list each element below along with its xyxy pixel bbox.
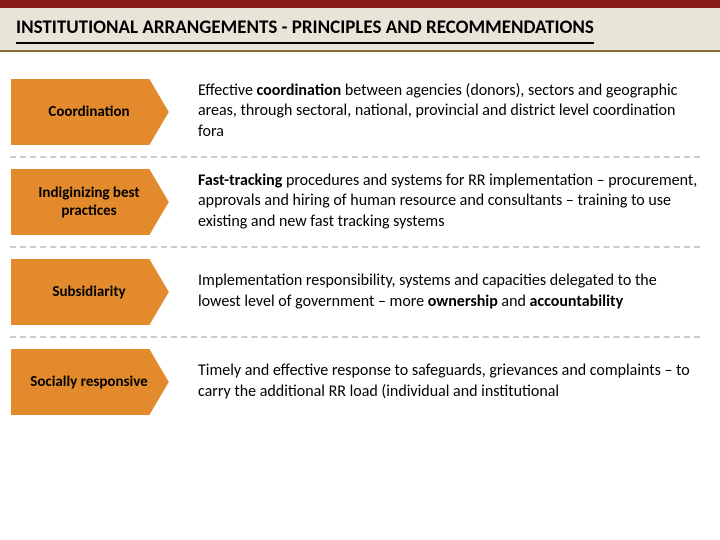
chevron-indiginizing: Indiginizing best practices (10, 168, 170, 236)
desc-indiginizing: Fast-tracking procedures and systems for… (198, 171, 700, 233)
page-title: INSTITUTIONAL ARRANGEMENTS - PRINCIPLES … (16, 16, 704, 44)
label-coordination: Coordination (48, 103, 129, 121)
desc-socially-responsive: Timely and effective response to safegua… (198, 361, 700, 403)
desc-part: Effective (198, 81, 257, 100)
desc-bold: Fast-tracking (198, 171, 282, 190)
desc-part: and (498, 292, 530, 311)
chevron-subsidiarity: Subsidiarity (10, 258, 170, 326)
desc-bold: accountability (530, 292, 624, 311)
row-subsidiarity: Subsidiarity Implementation responsibili… (10, 248, 700, 338)
label-subsidiarity: Subsidiarity (52, 283, 125, 301)
desc-coordination: Effective coordination between agencies … (198, 81, 700, 143)
title-text: INSTITUTIONAL ARRANGEMENTS - PRINCIPLES … (16, 16, 594, 44)
desc-part: Timely and effective response to safegua… (198, 361, 690, 401)
chevron-coordination: Coordination (10, 78, 170, 146)
label-indiginizing: Indiginizing best practices (14, 184, 164, 220)
title-box: INSTITUTIONAL ARRANGEMENTS - PRINCIPLES … (0, 8, 720, 52)
row-coordination: Coordination Effective coordination betw… (10, 68, 700, 158)
desc-subsidiarity: Implementation responsibility, systems a… (198, 271, 700, 313)
chevron-socially-responsive: Socially responsive (10, 348, 170, 416)
label-socially-responsive: Socially responsive (30, 373, 147, 391)
header-bar (0, 0, 720, 8)
content-area: Coordination Effective coordination betw… (0, 52, 720, 426)
row-socially-responsive: Socially responsive Timely and effective… (10, 338, 700, 426)
desc-bold: ownership (428, 292, 498, 311)
desc-bold: coordination (257, 81, 342, 100)
row-indiginizing: Indiginizing best practices Fast-trackin… (10, 158, 700, 248)
